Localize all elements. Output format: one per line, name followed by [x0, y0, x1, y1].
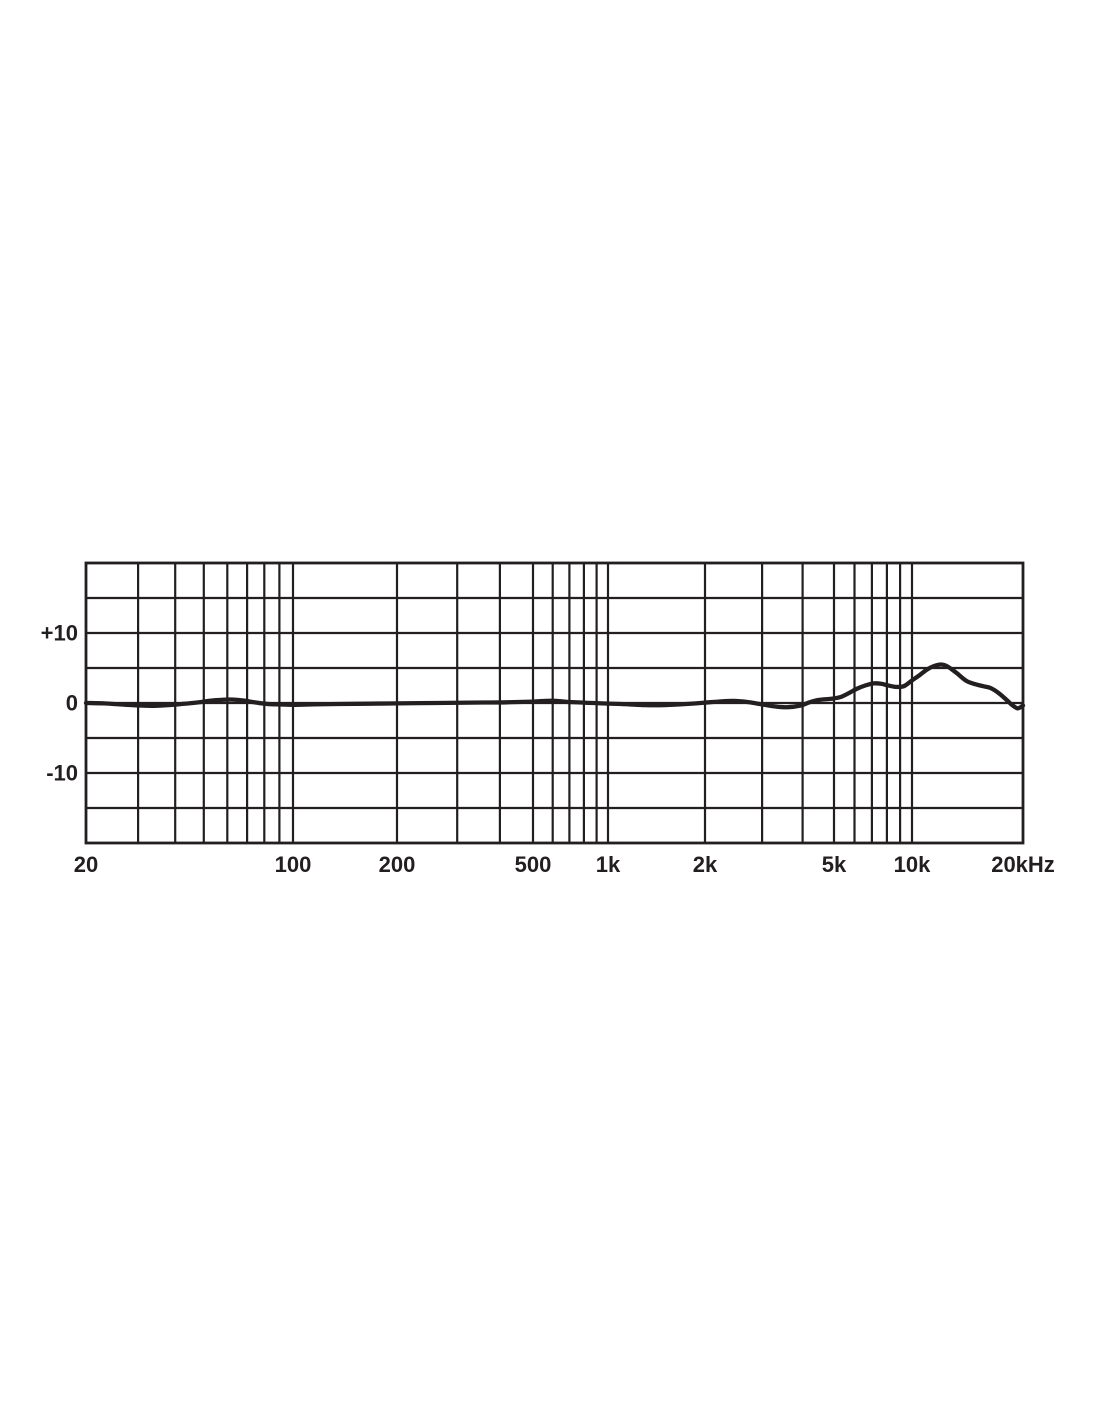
x-axis-label-20: 20 — [74, 852, 98, 877]
y-axis-label-0: 0 — [66, 691, 78, 716]
curve-layer — [83, 662, 1026, 711]
x-axis-label-1k: 1k — [596, 852, 621, 877]
response-curve — [83, 662, 1026, 711]
x-axis-label-20kHz: 20kHz — [991, 852, 1055, 877]
x-axis-label-200: 200 — [379, 852, 416, 877]
x-axis-label-10k: 10k — [894, 852, 931, 877]
x-axis-label-5k: 5k — [822, 852, 847, 877]
grid-layer — [84, 561, 1025, 845]
x-axis-label-500: 500 — [515, 852, 552, 877]
y-axis-label--10: -10 — [46, 761, 78, 786]
label-layer: +10 0 -10 20 100 200 500 1k 2k 5k 10k 20kHz — [41, 621, 1055, 878]
y-axis-label-+10: +10 — [41, 621, 78, 646]
x-axis-label-100: 100 — [275, 852, 312, 877]
x-axis-label-2k: 2k — [693, 852, 718, 877]
